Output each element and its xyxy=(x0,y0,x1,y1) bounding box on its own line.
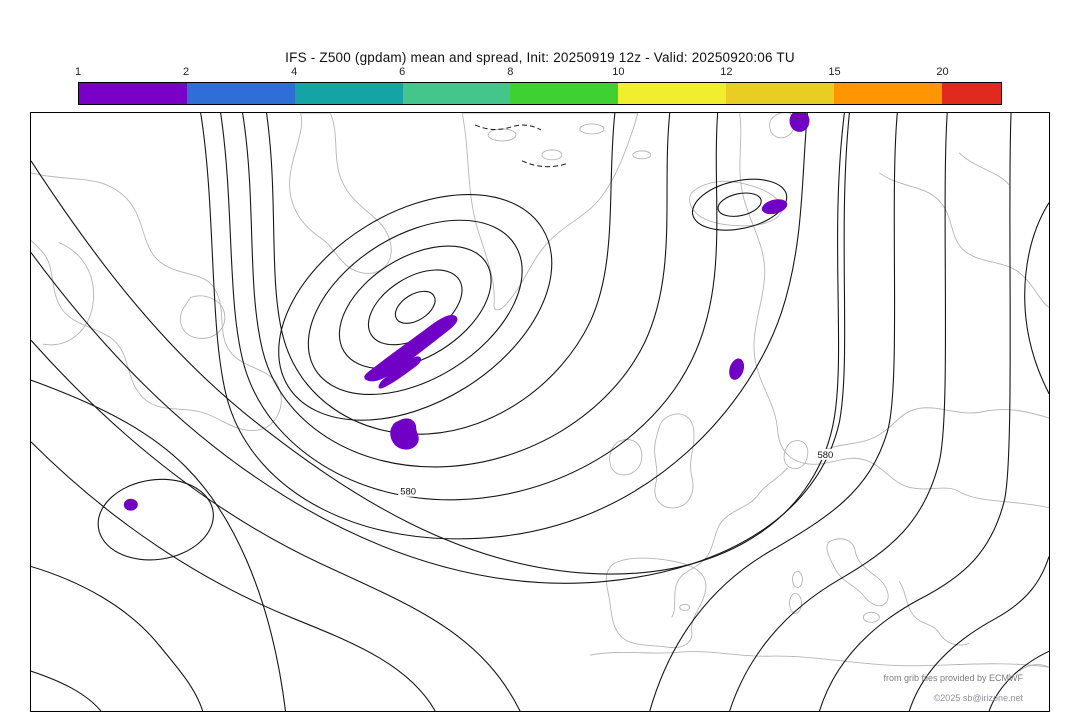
contour-line xyxy=(988,650,1049,711)
colorbar-segment xyxy=(294,83,403,104)
contour-line xyxy=(31,113,845,575)
spread-region xyxy=(378,356,422,389)
attribution-copyright: ©2025 sb@irizone.net xyxy=(933,693,1023,703)
contour-line xyxy=(31,379,287,711)
colorbar-tick-label: 15 xyxy=(828,66,841,78)
coastline-newfoundland xyxy=(179,295,226,339)
contour-line xyxy=(200,113,809,540)
coastline-corsica xyxy=(792,571,803,588)
spread-region xyxy=(761,199,788,215)
colorbar-tick-label: 4 xyxy=(291,66,298,78)
colorbar-tick-label: 20 xyxy=(936,66,949,78)
contour-line xyxy=(31,441,436,711)
contour-line xyxy=(908,556,1049,711)
contour-line xyxy=(649,113,898,711)
coastline-canada xyxy=(31,172,282,431)
coastline-greenland xyxy=(461,113,639,311)
spread-region xyxy=(390,418,419,450)
coastline-iceland xyxy=(689,180,782,227)
contour-line xyxy=(31,113,850,584)
coastline-black-sea xyxy=(1018,664,1049,672)
contour-line xyxy=(31,565,204,711)
coastline-balearics xyxy=(679,603,691,611)
contour-line xyxy=(729,113,948,711)
coastline-arctic-islet xyxy=(632,150,652,160)
colorbar-tick-label: 2 xyxy=(183,66,190,78)
contour-line xyxy=(242,113,671,468)
colorbar-tick-label: 1 xyxy=(74,66,82,78)
colorbar-segment xyxy=(510,83,619,104)
contour-line xyxy=(691,178,788,231)
contour-line xyxy=(278,194,553,421)
spread-shading xyxy=(123,113,810,511)
colorbar-tick-label: 12 xyxy=(720,66,733,78)
contour-fragment xyxy=(521,160,567,168)
map-canvas: 580 580 xyxy=(31,113,1049,711)
colorbar-tick-label: 10 xyxy=(612,66,625,78)
spread-region xyxy=(789,113,810,132)
colorbar-segment xyxy=(402,83,511,104)
chart-title: IFS - Z500 (gpdam) mean and spread, Init… xyxy=(285,50,795,65)
coastline-arctic-islet xyxy=(541,149,563,161)
colorbar-segment xyxy=(726,83,834,104)
spread-region xyxy=(729,358,745,380)
coastline-kola xyxy=(879,172,1049,308)
coastline-arctic-islet xyxy=(579,123,605,135)
weather-map: 580 580 from grib files provided by ECMW… xyxy=(30,112,1050,712)
coastline-north-africa xyxy=(589,651,1049,668)
contour-line xyxy=(307,219,523,396)
contour-line xyxy=(717,192,762,217)
contour-label: 580 xyxy=(817,450,833,461)
spread-region xyxy=(123,498,138,511)
colorbar-segment xyxy=(833,83,942,104)
contour-label-mask xyxy=(398,485,423,497)
attribution-source: from grib files provided by ECMWF xyxy=(883,673,1023,683)
contour-line xyxy=(97,478,214,561)
contour-line xyxy=(1024,202,1049,395)
coastline-italy xyxy=(826,538,889,607)
contour-labels: 580 580 xyxy=(398,448,840,498)
colorbar-tick-label: 8 xyxy=(507,66,514,78)
contour-label-mask xyxy=(815,448,840,460)
contour-fragment xyxy=(474,124,542,131)
contour-line xyxy=(220,113,719,501)
colorbar-segment xyxy=(79,83,187,104)
colorbar-ticks: 1 2 4 6 8 10 12 15 20 xyxy=(74,66,1002,81)
colorbar-segment xyxy=(186,83,295,104)
coastline-baltic xyxy=(807,457,1049,509)
coastline-sardinia xyxy=(789,592,802,614)
coastline-arctic-islet xyxy=(487,128,517,142)
low-center-contours xyxy=(278,194,553,421)
contour-line xyxy=(338,245,492,370)
contour-label: 580 xyxy=(400,487,416,498)
coastline-iberia xyxy=(605,557,707,649)
coastline-norway xyxy=(739,113,808,465)
contour-line xyxy=(818,113,1012,711)
coastline-denmark xyxy=(783,440,809,469)
colorbar-segment xyxy=(941,83,1002,104)
z500-contours xyxy=(31,113,1049,711)
coastline-white-sea xyxy=(958,152,1010,186)
contour-line xyxy=(31,339,521,711)
coastline-great-britain xyxy=(654,413,695,509)
coastline-gulf-bothnia xyxy=(819,407,1049,453)
colorbar-tick-label: 6 xyxy=(399,66,406,78)
contour-line xyxy=(31,670,102,711)
colorbar xyxy=(78,82,1002,105)
colorbar-segment xyxy=(618,83,727,104)
coastline-sicily xyxy=(862,611,880,623)
coastlines xyxy=(31,113,1049,672)
spread-region xyxy=(364,315,458,382)
colorbar-wrap: 1 2 4 6 8 10 12 15 20 xyxy=(74,66,1002,105)
coastline-ireland xyxy=(609,439,643,476)
coastline-baffin xyxy=(289,113,392,274)
contour-line xyxy=(394,290,436,324)
coastline-balkans xyxy=(898,581,970,646)
coastline-hudson-bay xyxy=(42,242,94,346)
coastline-france xyxy=(671,467,788,618)
contour-line xyxy=(265,113,616,435)
